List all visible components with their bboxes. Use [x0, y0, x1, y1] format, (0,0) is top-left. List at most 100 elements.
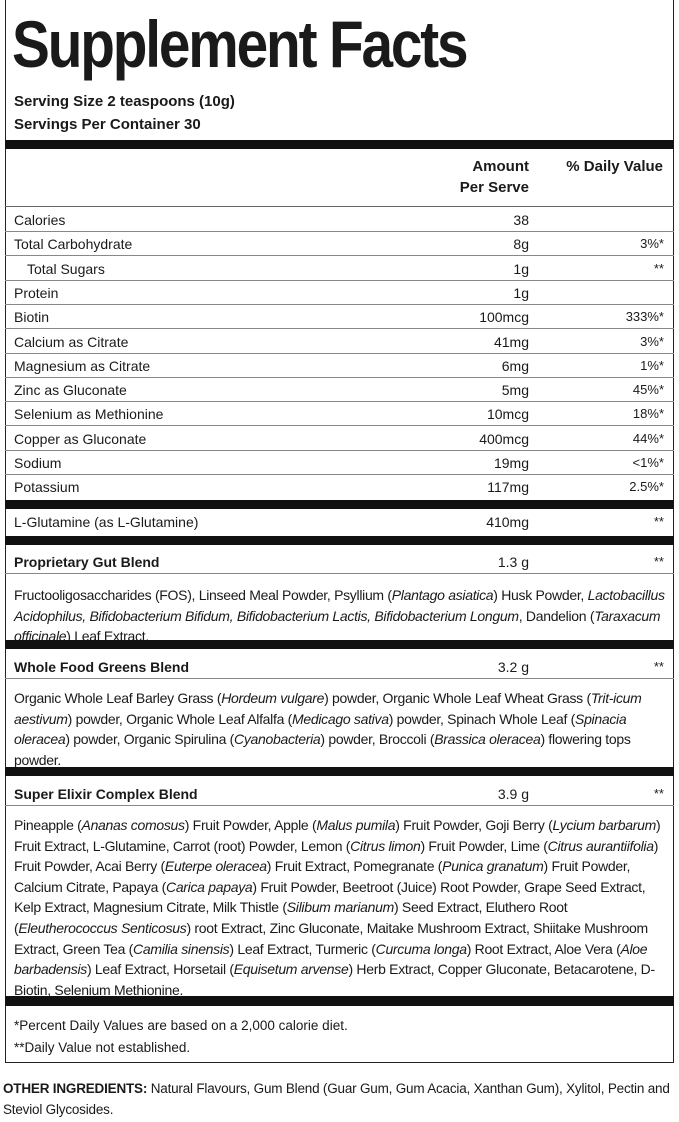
nutrient-row: Protein 1g: [5, 281, 674, 305]
daily-value: 2.5%*: [629, 479, 664, 495]
nutrient-name: Total Carbohydrate: [14, 236, 133, 253]
ingredient-text: Malus pumila: [316, 817, 396, 833]
servings-per-container: Servings Per Container 30: [14, 116, 201, 133]
nutrient-row: L-Glutamine (as L-Glutamine) 410mg **: [5, 510, 674, 534]
nutrient-name: Potassium: [14, 479, 80, 496]
ingredient-text: Citrus aurantiifolia: [547, 837, 654, 854]
ingredient-text: ) Fruit Extract, L-Glutamine, Carrot (ro…: [14, 817, 661, 854]
divider: [5, 996, 674, 1006]
blend-ingredients: Organic Whole Leaf Barley Grass (Hordeum…: [14, 688, 670, 770]
nutrient-row: Total Carbohydrate 8g 3%*: [5, 232, 674, 257]
divider: [5, 767, 674, 776]
nutrient-row: Copper as Gluconate 400mcg 44%*: [5, 427, 674, 451]
nutrient-name: Protein: [14, 284, 59, 301]
daily-value: 18%*: [632, 406, 664, 422]
nutrient-name: Proprietary Gut Blend: [14, 554, 160, 570]
ingredient-text: Pineapple (: [14, 817, 82, 833]
ingredient-text: , Dandelion (: [518, 607, 595, 624]
daily-value: 1%*: [640, 357, 664, 373]
blend-ingredients: Pineapple (Ananas comosus ) Fruit Powder,…: [14, 815, 670, 1000]
ingredient-text: ) flowering tops powder.: [14, 731, 631, 768]
footnote-dv-not-established: **Daily Value not established.: [14, 1040, 191, 1055]
ingredient-text: ) Fruit Powder, Lime (: [420, 837, 548, 854]
divider: [5, 140, 674, 149]
nutrient-amount: 1.3 g: [497, 554, 529, 570]
ingredient-text: ) powder, Spinach Whole Leaf (: [388, 710, 576, 727]
nutrient-row: Calcium as Citrate 41mg 3%*: [5, 330, 674, 354]
ingredient-text: ) Husk Powder,: [493, 587, 588, 603]
nutrient-row: Proprietary Gut Blend 1.3 g **: [5, 550, 674, 574]
ingredient-text: Fructooligosaccharides (FOS), Linseed Me…: [14, 587, 392, 603]
nutrient-name: Zinc as Gluconate: [14, 382, 127, 399]
ingredient-text: Carica papaya: [166, 878, 253, 895]
daily-value: 45%*: [632, 382, 664, 398]
nutrient-row: Whole Food Greens Blend 3.2 g **: [5, 655, 674, 679]
ingredient-text: Medicago sativa: [292, 710, 389, 727]
daily-value: <1%*: [632, 455, 664, 470]
ingredient-text: Cyanobacteria: [234, 731, 321, 748]
supplement-facts-panel: [5, 0, 674, 1063]
nutrient-row: Total Sugars 1g **: [5, 257, 674, 281]
ingredient-text: Lycium barbarum: [552, 817, 657, 833]
divider: [5, 500, 674, 509]
ingredient-text: ) powder, Broccoli (: [320, 731, 435, 748]
ingredient-text: ) root Extract, Zinc Gluconate, Maitake …: [14, 919, 648, 957]
ingredient-text: Curcuma longa: [375, 940, 467, 957]
daily-value: 3%*: [640, 236, 664, 252]
nutrient-amount: 1g: [513, 284, 529, 301]
daily-value: 333%*: [625, 309, 664, 325]
nutrient-amount: 19mg: [493, 455, 529, 471]
nutrient-row: Potassium 117mg 2.5%*: [5, 475, 674, 499]
ingredient-text: Citrus limon: [350, 837, 421, 854]
ingredient-text: ) Leaf Extract, Horsetail (: [86, 961, 234, 978]
ingredient-text: ) Fruit Powder, Goji Berry (: [395, 817, 553, 833]
ingredient-text: ) Fruit Powder, Beetroot (Juice) Root Po…: [14, 878, 646, 916]
ingredient-text: Lactobacillus Acidophilus, Bifidobacteri…: [14, 587, 665, 624]
nutrient-amount: 5mg: [501, 382, 529, 399]
nutrient-row: Biotin 100mcg 333%*: [5, 305, 674, 330]
daily-value: **: [653, 554, 664, 569]
nutrient-name: Selenium as Methionine: [14, 406, 164, 423]
ingredient-text: ) powder, Organic Whole Leaf Alfalfa (: [67, 710, 293, 727]
ingredient-text: Punica granatum: [442, 858, 544, 875]
other-ingredients-text: Natural Flavours, Gum Blend (Guar Gum, G…: [3, 1081, 670, 1117]
nutrient-name: Whole Food Greens Blend: [14, 659, 190, 675]
nutrient-name: Calcium as Citrate: [14, 333, 129, 350]
ingredient-text: ) Seed Extract, Eluthero Root (: [14, 899, 568, 936]
ingredient-text: Brassica oleracea: [434, 731, 541, 748]
nutrient-amount: 6mg: [501, 357, 529, 374]
nutrient-row: Sodium 19mg <1%*: [5, 451, 674, 475]
ingredient-text: Hordeum vulgare: [221, 690, 325, 706]
ingredient-text: ) Fruit Powder, Calcium Citrate, Papaya …: [14, 858, 631, 895]
nutrient-name: Total Sugars: [27, 260, 105, 277]
nutrient-amount: 117mg: [487, 479, 529, 496]
ingredient-text: Aloe barbadensis: [14, 940, 648, 978]
ingredient-text: Ananas comosus: [81, 817, 186, 833]
amount-header: Amount Per Serve: [440, 156, 529, 198]
daily-value: 44%*: [632, 430, 664, 446]
nutrient-amount: 10mcg: [486, 406, 529, 423]
footnote-percent-dv: *Percent Daily Values are based on a 2,0…: [14, 1018, 348, 1033]
ingredient-text: Eleutherococcus Senticosus: [18, 919, 187, 936]
nutrient-name: Calories: [14, 212, 66, 228]
ingredient-text: ) powder, Organic Spirulina (: [65, 731, 235, 748]
nutrient-name: Copper as Gluconate: [14, 430, 147, 447]
nutrient-amount: 8g: [513, 236, 529, 253]
daily-value-header: % Daily Value: [566, 158, 663, 175]
blend-ingredients: Fructooligosaccharides (FOS), Linseed Me…: [14, 585, 670, 647]
nutrient-row: Selenium as Methionine 10mcg 18%*: [5, 402, 674, 427]
divider: [5, 640, 674, 649]
ingredient-text: ) Herb Extract, Copper Gluconate, Betaca…: [14, 961, 655, 998]
nutrient-amount: 3.9 g: [497, 786, 529, 802]
nutrient-row: Calories 38: [5, 208, 674, 232]
nutrient-amount: 3.2 g: [497, 659, 529, 675]
ingredient-text: Organic Whole Leaf Barley Grass (: [14, 690, 222, 706]
daily-value: **: [653, 514, 664, 529]
ingredient-text: ) powder, Organic Whole Leaf Wheat Grass…: [324, 690, 591, 706]
nutrient-name: Super Elixir Complex Blend: [14, 786, 198, 802]
nutrient-row: Super Elixir Complex Blend 3.9 g **: [5, 782, 674, 806]
nutrient-amount: 38: [513, 212, 529, 228]
panel-title: Supplement Facts: [12, 7, 469, 81]
daily-value: **: [653, 786, 664, 801]
amount-header-line2: Per Serve: [459, 179, 529, 196]
